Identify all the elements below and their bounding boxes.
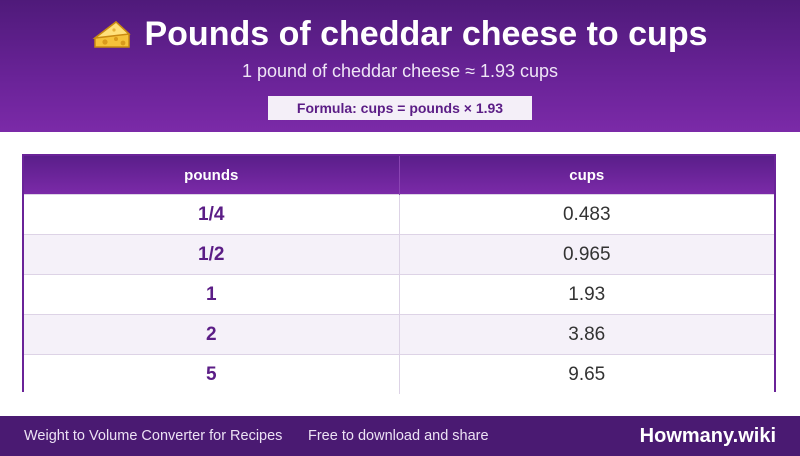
table-header-row: pounds cups [24,156,774,195]
page-title: Pounds of cheddar cheese to cups [144,15,708,53]
subtitle: 1 pound of cheddar cheese ≈ 1.93 cups [241,61,559,81]
title-row: Pounds of cheddar cheese to cups [0,14,800,54]
cups-cell: 9.65 [399,354,774,394]
cheese-icon [92,14,132,54]
table-row: 5 9.65 [24,354,774,394]
table-row: 1/2 0.965 [24,234,774,275]
table-row: 1 1.93 [24,274,774,315]
conversion-table: pounds cups 1/4 0.483 1/2 0.965 1 1.93 2… [22,154,776,394]
pounds-cell: 1 [24,274,400,315]
cups-cell: 0.965 [399,234,774,275]
column-header-pounds: pounds [24,156,400,195]
footer-bar: Weight to Volume Converter for Recipes F… [0,416,800,456]
cups-cell: 3.86 [399,314,774,355]
pounds-cell: 5 [24,354,400,394]
table-row: 1/4 0.483 [24,194,774,235]
cups-cell: 1.93 [399,274,774,315]
column-header-cups: cups [399,156,774,195]
pounds-cell: 1/4 [24,194,400,235]
cups-cell: 0.483 [399,194,774,235]
footer-brand-link[interactable]: Howmany.wiki [639,425,776,447]
header-banner: Pounds of cheddar cheese to cups 1 pound… [0,0,800,132]
footer-converter-text: Weight to Volume Converter for Recipes [24,428,283,444]
pounds-cell: 2 [24,314,400,355]
footer-tagline: Free to download and share [308,428,489,444]
table-row: 2 3.86 [24,314,774,355]
pounds-cell: 1/2 [24,234,400,275]
formula-badge: Formula: cups = pounds × 1.93 [268,96,532,120]
